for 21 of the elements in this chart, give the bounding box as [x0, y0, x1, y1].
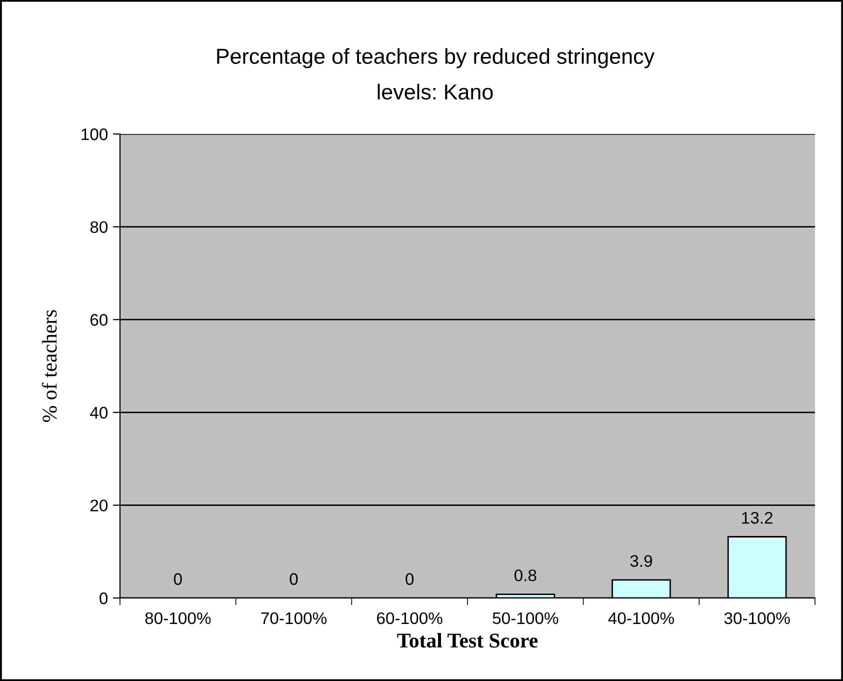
x-tick-label: 50-100%: [492, 612, 558, 624]
x-tick-label: 70-100%: [261, 612, 327, 624]
y-axis-title: % of teachers: [42, 310, 57, 422]
y-tick-label: 80: [90, 221, 108, 234]
chart-title: Percentage of teachers by reduced stringency levels: Kano: [217, 48, 655, 100]
data-label: 0.8: [514, 569, 536, 582]
data-label: 0: [174, 573, 182, 585]
data-label: 0: [406, 573, 414, 585]
x-tick-label: 60-100%: [377, 612, 442, 624]
y-tick-label: 20: [90, 500, 108, 512]
y-tick-label: 100: [82, 128, 108, 140]
y-tick-label: 0: [100, 592, 108, 604]
data-label: 0: [290, 573, 298, 585]
x-axis-title: Total Test Score: [397, 632, 538, 648]
x-tick-label: 80-100%: [145, 612, 211, 624]
data-label: 3.9: [630, 555, 652, 567]
y-tick-label: 60: [90, 314, 108, 326]
y-tick-label: 40: [90, 406, 108, 419]
x-tick-label: 30-100%: [724, 612, 790, 624]
data-label: 13.2: [742, 512, 772, 524]
x-tick-label: 40-100%: [608, 612, 674, 624]
